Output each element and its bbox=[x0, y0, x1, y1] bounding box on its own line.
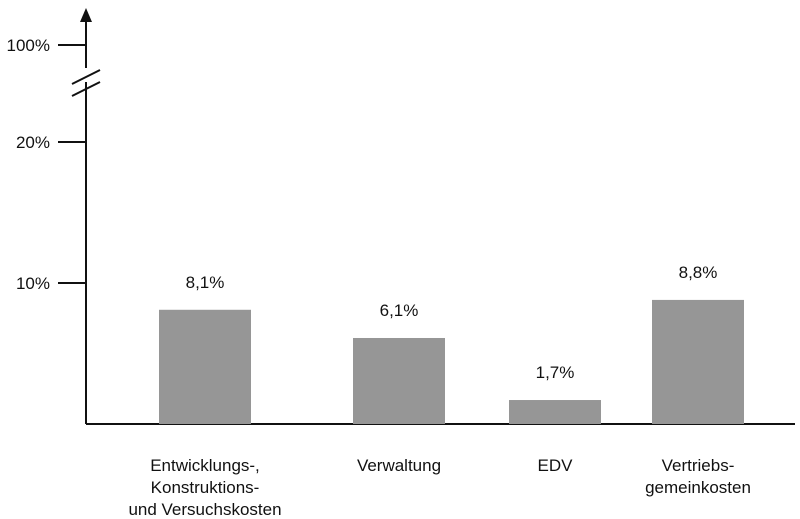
bar bbox=[652, 299, 744, 424]
category-label: Entwicklungs-, bbox=[150, 456, 260, 475]
axis-break-mark bbox=[71, 81, 101, 97]
category-label: Konstruktions- bbox=[151, 478, 260, 497]
y-tick-label: 100% bbox=[7, 36, 50, 55]
bar-value-label: 8,1% bbox=[186, 273, 225, 292]
category-label: und Versuchskosten bbox=[128, 500, 281, 519]
category-label: Verwaltung bbox=[357, 456, 441, 475]
bar-value-label: 6,1% bbox=[380, 301, 419, 320]
value-labels: 8,1% 6,1% 1,7% 8,8% bbox=[186, 263, 718, 382]
y-tick-label: 20% bbox=[16, 133, 50, 152]
y-tick-label: 10% bbox=[16, 274, 50, 293]
category-label: Vertriebs- bbox=[662, 456, 735, 475]
bars bbox=[159, 299, 744, 424]
bar bbox=[509, 400, 601, 424]
bar bbox=[353, 337, 445, 424]
axis-break-mark bbox=[71, 69, 101, 85]
category-label: EDV bbox=[538, 456, 574, 475]
y-axis-arrow-icon bbox=[80, 8, 92, 22]
bar-value-label: 8,8% bbox=[679, 263, 718, 282]
y-ticks: 10% 20% 100% bbox=[7, 36, 86, 293]
category-label: gemeinkosten bbox=[645, 478, 751, 497]
category-labels: Entwicklungs-, Konstruktions-und Versuchs… bbox=[128, 456, 750, 519]
bar-value-label: 1,7% bbox=[536, 363, 575, 382]
bar bbox=[159, 309, 251, 424]
